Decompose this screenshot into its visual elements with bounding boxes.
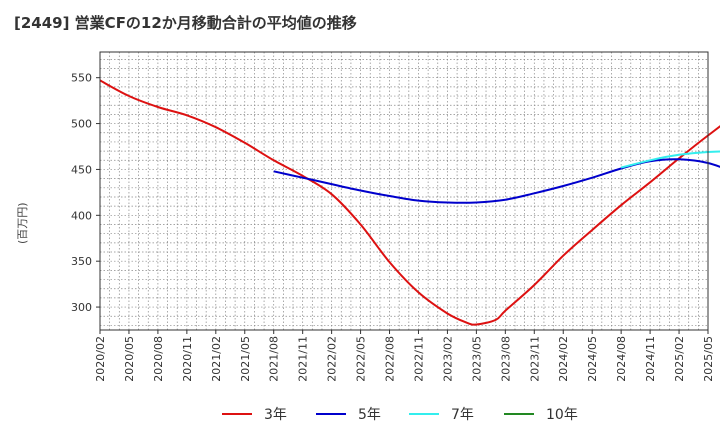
x-tick-label: 2024/08 bbox=[615, 336, 628, 382]
x-tick-label: 2021/02 bbox=[210, 336, 223, 382]
y-tick-label: 500 bbox=[71, 118, 92, 131]
plot-area bbox=[100, 52, 708, 330]
x-tick-label: 2023/11 bbox=[528, 336, 541, 382]
y-tick-label: 350 bbox=[71, 255, 92, 268]
y-tick-label: 400 bbox=[71, 209, 92, 222]
x-tick-label: 2022/08 bbox=[384, 336, 397, 382]
legend-label: 7年 bbox=[451, 407, 474, 423]
x-tick-label: 2023/05 bbox=[470, 336, 483, 382]
y-tick-label: 450 bbox=[71, 163, 92, 176]
x-tick-label: 2024/11 bbox=[644, 336, 657, 382]
x-tick-label: 2021/11 bbox=[297, 336, 310, 382]
legend-label: 3年 bbox=[264, 407, 287, 423]
chart-title: [2449] 営業CFの12か月移動合計の平均値の推移 bbox=[14, 14, 357, 32]
x-tick-label: 2025/02 bbox=[673, 336, 686, 382]
x-tick-label: 2022/02 bbox=[326, 336, 339, 382]
series-lines bbox=[99, 79, 720, 326]
x-tick-label: 2022/11 bbox=[412, 336, 425, 382]
x-tick-label: 2020/02 bbox=[94, 336, 107, 382]
legend-label: 5年 bbox=[358, 407, 381, 423]
x-tick-label: 2020/05 bbox=[123, 336, 136, 382]
x-tick-label: 2023/02 bbox=[441, 336, 454, 382]
x-tick-label: 2024/02 bbox=[557, 336, 570, 382]
x-tick-label: 2021/05 bbox=[239, 336, 252, 382]
x-tick-label: 2020/08 bbox=[152, 336, 165, 382]
y-tick-label: 550 bbox=[71, 72, 92, 85]
legend: 3年 5年 7年 10年 bbox=[222, 407, 578, 423]
series-line-1 bbox=[99, 79, 720, 326]
y-tick-labels: 300 350 400 450 500 550 bbox=[71, 72, 100, 314]
series-line-3 bbox=[620, 150, 720, 169]
legend-label: 10年 bbox=[546, 407, 578, 423]
x-tick-label: 2023/08 bbox=[499, 336, 512, 382]
plot-border bbox=[99, 51, 709, 331]
series-line-2 bbox=[273, 158, 720, 204]
y-tick-label: 300 bbox=[71, 301, 92, 314]
x-tick-label: 2025/05 bbox=[702, 336, 715, 382]
x-tick-label: 2020/11 bbox=[181, 336, 194, 382]
x-tick-label: 2022/05 bbox=[355, 336, 368, 382]
x-tick-label: 2021/08 bbox=[268, 336, 281, 382]
x-tick-labels: 2020/02 2020/05 2020/08 2020/11 2021/02 2021/… bbox=[94, 330, 715, 382]
x-tick-label: 2024/05 bbox=[586, 336, 599, 382]
